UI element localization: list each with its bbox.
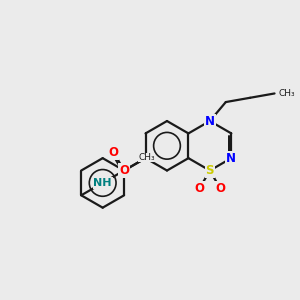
Text: O: O — [119, 164, 129, 177]
Text: CH₃: CH₃ — [138, 153, 155, 162]
Text: O: O — [195, 182, 205, 195]
Text: S: S — [206, 164, 214, 177]
Text: N: N — [205, 115, 215, 128]
Text: NH: NH — [93, 178, 112, 188]
Text: O: O — [109, 146, 118, 159]
Text: CH₃: CH₃ — [279, 89, 296, 98]
Text: O: O — [215, 182, 225, 195]
Text: N: N — [226, 152, 236, 165]
